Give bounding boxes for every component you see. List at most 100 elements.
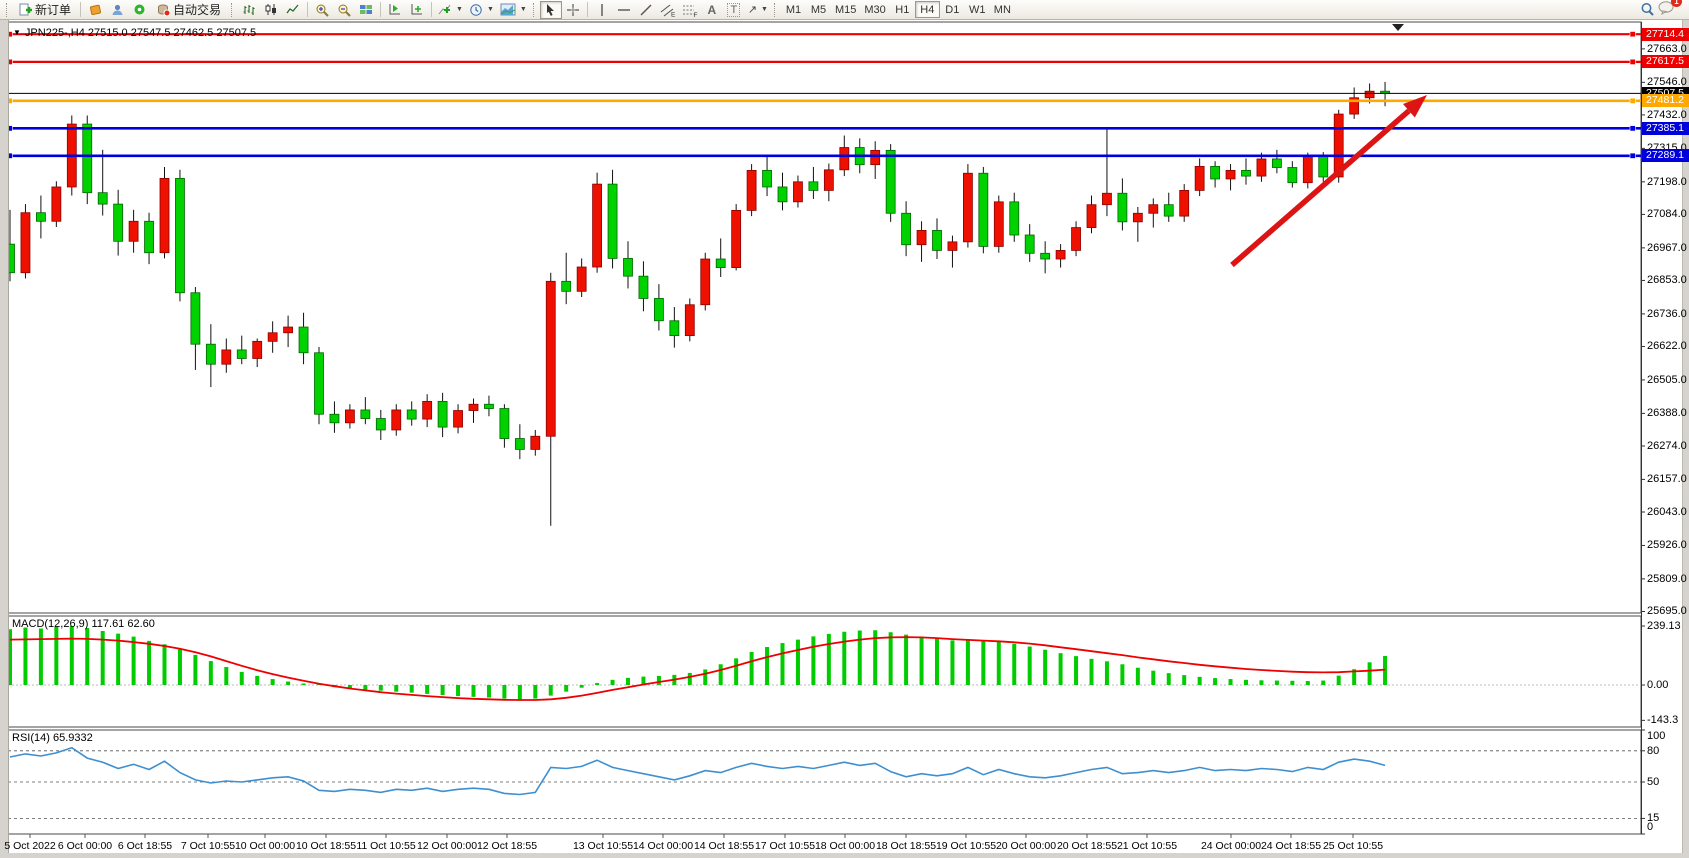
candle-body (128, 220, 139, 242)
crosshair-tool-button[interactable] (562, 1, 584, 19)
template-icon (500, 3, 516, 16)
new-order-button[interactable]: 新订单 (13, 1, 77, 19)
bar-chart-icon (243, 5, 255, 15)
trendline-tool-button[interactable] (635, 1, 657, 19)
candle-body (963, 172, 973, 243)
macd-tick-label: 0.00 (1647, 679, 1669, 691)
timeframe-m30-button[interactable]: M30 (860, 1, 889, 18)
accounts-button[interactable] (106, 1, 128, 19)
candle-body (159, 177, 170, 254)
price-tick-label: 27546.0 (1647, 76, 1687, 89)
notification-badge: 1 (1671, 0, 1682, 7)
template-button[interactable]: ▼ (497, 1, 530, 19)
fibonacci-icon: F (682, 5, 697, 17)
fibonacci-tool-button[interactable]: F (679, 1, 701, 19)
candle-body (1241, 169, 1251, 177)
level-price-badge: 27289.1 (1642, 149, 1689, 163)
candle-body (236, 349, 247, 359)
timeframe-h1-button[interactable]: H1 (890, 1, 915, 18)
search-icon (1641, 3, 1654, 16)
chart-title-expand-icon[interactable]: ▼ (13, 28, 21, 37)
candle-body (144, 220, 154, 254)
candle-body (1148, 204, 1159, 214)
trendline-icon (640, 4, 652, 15)
candle-body (1055, 250, 1066, 260)
separator (80, 2, 81, 17)
date-label: 24 Oct 00:00 (1200, 840, 1262, 852)
chart-title-text: JPN225-,H4 27515.0 27547.5 27462.5 27507… (24, 27, 257, 39)
timeframe-m15-button[interactable]: M15 (831, 1, 860, 18)
market-watch-button[interactable] (84, 1, 106, 19)
svg-text:F: F (693, 11, 697, 16)
macd-panel[interactable] (7, 615, 1642, 728)
date-label: 25 Oct 10:55 (1322, 840, 1384, 852)
timeframe-h4-button[interactable]: H4 (914, 1, 940, 18)
level-handle-right[interactable] (1629, 58, 1636, 65)
chat-icon (1658, 0, 1674, 15)
chart-shift-marker[interactable] (1392, 24, 1404, 31)
date-label: 11 Oct 10:55 (356, 840, 416, 852)
level-handle-right[interactable] (1629, 31, 1636, 38)
strategy-tester-button[interactable] (384, 1, 406, 19)
candle-body (530, 435, 541, 450)
candle-body (1102, 192, 1112, 206)
macd-tick-label: 239.13 (1647, 620, 1681, 632)
add-indicator-button[interactable]: ▼ (435, 1, 466, 19)
chart-title: ▼ JPN225-,H4 27515.0 27547.5 27462.5 2750… (13, 27, 256, 39)
candle-body (97, 192, 108, 205)
auto-trading-button[interactable]: 自动交易 (150, 1, 228, 19)
level-handle-right[interactable] (1629, 97, 1636, 104)
rsi-tick-label: 15 (1647, 812, 1660, 825)
candle-body (453, 410, 463, 428)
date-label: 13 Oct 10:55 (572, 840, 634, 852)
timeframe-mn-button[interactable]: MN (990, 1, 1015, 18)
bar-chart-mode-button[interactable] (238, 1, 260, 19)
tile-windows-button[interactable] (355, 1, 377, 19)
macd-indicator-label: MACD(12,26,9) 117.61 62.60 (12, 618, 155, 630)
horizontal-line-tool-button[interactable] (613, 1, 635, 19)
level-price-badge: 27481.2 (1642, 94, 1689, 108)
price-tick-label: 26505.0 (1647, 373, 1687, 386)
date-label: 12 Oct 00:00 (416, 840, 478, 852)
chat-button[interactable]: 1 (1658, 0, 1682, 20)
new-order-label: 新订单 (34, 3, 71, 17)
signals-button[interactable] (128, 1, 150, 19)
timeframe-w1-button[interactable]: W1 (965, 1, 990, 18)
candle-body (545, 280, 556, 437)
arrows-tool-button[interactable]: ↗ ▼ (745, 1, 771, 19)
text-label-button[interactable]: T (723, 1, 745, 19)
date-label: 5 Oct 2022 (4, 840, 56, 852)
level-handle-right[interactable] (1629, 152, 1636, 159)
period-button[interactable]: ▼ (466, 1, 497, 19)
vertical-line-icon (601, 3, 603, 16)
timeframe-d1-button[interactable]: D1 (940, 1, 965, 18)
dropdown-arrow-icon: ▼ (519, 6, 527, 13)
zoom-in-button[interactable] (311, 1, 333, 19)
candle-chart-mode-button[interactable] (260, 1, 282, 19)
candle-body (654, 298, 664, 322)
candle-body (252, 340, 263, 359)
date-label: 6 Oct 00:00 (57, 840, 113, 852)
candle-body (391, 409, 402, 431)
level-handle-right[interactable] (1629, 125, 1636, 132)
line-chart-mode-button[interactable] (282, 1, 304, 19)
trend-arrow-shaft[interactable] (1230, 108, 1411, 268)
main-chart-panel[interactable] (7, 21, 1642, 614)
text-annotation-button[interactable]: A (701, 1, 723, 19)
vertical-line-tool-button[interactable] (591, 1, 613, 19)
timeframe-m1-button[interactable]: M1 (781, 1, 806, 18)
indicator-add-icon (438, 4, 451, 15)
search-button[interactable] (1636, 1, 1658, 19)
candle-body (700, 258, 711, 306)
zoom-out-button[interactable] (333, 1, 355, 19)
equidistant-channel-tool-button[interactable]: E (657, 1, 679, 19)
trend-arrow-head[interactable] (1402, 95, 1427, 118)
horizontal-line-icon (617, 8, 630, 11)
timeframe-m5-button[interactable]: M5 (806, 1, 831, 18)
new-chart-button[interactable] (406, 1, 428, 19)
line-chart-icon (286, 4, 299, 14)
candle-body (576, 266, 587, 292)
cursor-tool-button[interactable] (539, 0, 562, 19)
candle-body (468, 403, 479, 411)
